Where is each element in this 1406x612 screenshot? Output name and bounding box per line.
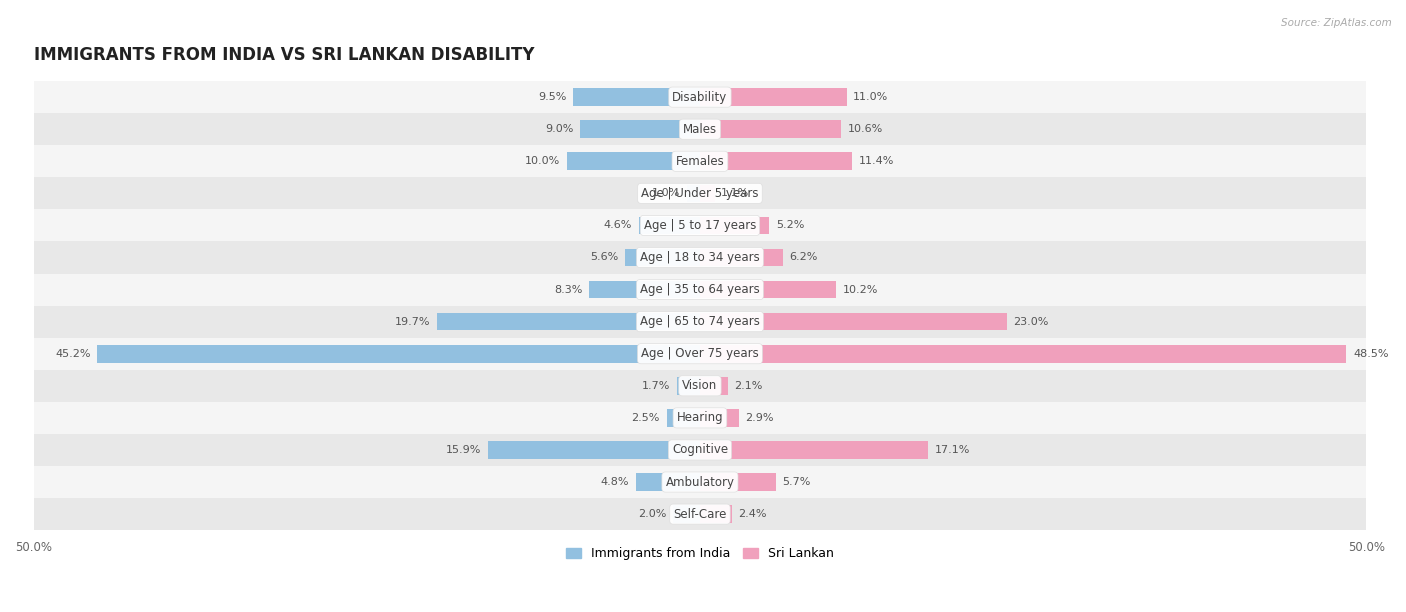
Text: Vision: Vision (682, 379, 717, 392)
Legend: Immigrants from India, Sri Lankan: Immigrants from India, Sri Lankan (561, 542, 839, 565)
Text: 2.4%: 2.4% (738, 509, 768, 519)
Text: 2.1%: 2.1% (734, 381, 763, 391)
Bar (34, 145, 1367, 177)
Bar (34, 242, 1367, 274)
Text: Age | 65 to 74 years: Age | 65 to 74 years (640, 315, 759, 328)
Bar (574, 88, 700, 106)
Bar (700, 281, 837, 299)
Text: 23.0%: 23.0% (1014, 316, 1049, 327)
Bar (567, 152, 700, 170)
Text: Self-Care: Self-Care (673, 507, 727, 521)
Bar (666, 409, 700, 427)
Bar (34, 498, 1367, 530)
Text: 6.2%: 6.2% (789, 253, 818, 263)
Text: Hearing: Hearing (676, 411, 723, 424)
Bar (700, 152, 852, 170)
Bar (34, 434, 1367, 466)
Text: 48.5%: 48.5% (1353, 349, 1389, 359)
Text: Age | Under 5 years: Age | Under 5 years (641, 187, 759, 200)
Text: 1.0%: 1.0% (652, 188, 681, 198)
Text: Age | Over 75 years: Age | Over 75 years (641, 347, 759, 360)
Text: 9.0%: 9.0% (546, 124, 574, 134)
Bar (700, 185, 714, 202)
Bar (34, 209, 1367, 242)
Text: Age | 18 to 34 years: Age | 18 to 34 years (640, 251, 759, 264)
Bar (34, 466, 1367, 498)
Bar (589, 281, 700, 299)
Text: Cognitive: Cognitive (672, 444, 728, 457)
Text: 2.5%: 2.5% (631, 413, 659, 423)
Text: 2.0%: 2.0% (638, 509, 666, 519)
Bar (626, 248, 700, 266)
Bar (700, 473, 776, 491)
Text: 11.4%: 11.4% (859, 156, 894, 166)
Text: IMMIGRANTS FROM INDIA VS SRI LANKAN DISABILITY: IMMIGRANTS FROM INDIA VS SRI LANKAN DISA… (34, 46, 534, 64)
Bar (638, 217, 700, 234)
Bar (34, 305, 1367, 338)
Text: 10.2%: 10.2% (842, 285, 877, 294)
Bar (678, 377, 700, 395)
Text: 4.8%: 4.8% (600, 477, 630, 487)
Text: Females: Females (675, 155, 724, 168)
Bar (700, 345, 1347, 362)
Bar (700, 409, 738, 427)
Text: 4.6%: 4.6% (603, 220, 631, 231)
Text: 10.6%: 10.6% (848, 124, 883, 134)
Bar (700, 377, 728, 395)
Text: Ambulatory: Ambulatory (665, 476, 734, 488)
Bar (700, 217, 769, 234)
Bar (581, 121, 700, 138)
Bar (700, 506, 733, 523)
Bar (34, 113, 1367, 145)
Bar (673, 506, 700, 523)
Text: 5.2%: 5.2% (776, 220, 804, 231)
Bar (700, 248, 783, 266)
Text: 10.0%: 10.0% (524, 156, 560, 166)
Text: Age | 5 to 17 years: Age | 5 to 17 years (644, 219, 756, 232)
Text: 11.0%: 11.0% (853, 92, 889, 102)
Text: 5.6%: 5.6% (591, 253, 619, 263)
Bar (34, 177, 1367, 209)
Bar (34, 338, 1367, 370)
Bar (636, 473, 700, 491)
Bar (97, 345, 700, 362)
Bar (34, 81, 1367, 113)
Text: Disability: Disability (672, 91, 727, 103)
Bar (34, 402, 1367, 434)
Bar (700, 88, 846, 106)
Text: 2.9%: 2.9% (745, 413, 773, 423)
Text: 8.3%: 8.3% (554, 285, 582, 294)
Text: 5.7%: 5.7% (783, 477, 811, 487)
Bar (34, 370, 1367, 402)
Bar (686, 185, 700, 202)
Text: 15.9%: 15.9% (446, 445, 481, 455)
Text: 17.1%: 17.1% (935, 445, 970, 455)
Bar (700, 313, 1007, 330)
Text: 1.1%: 1.1% (721, 188, 749, 198)
Text: 9.5%: 9.5% (538, 92, 567, 102)
Bar (488, 441, 700, 459)
Text: 1.7%: 1.7% (643, 381, 671, 391)
Bar (700, 441, 928, 459)
Bar (437, 313, 700, 330)
Text: Source: ZipAtlas.com: Source: ZipAtlas.com (1281, 18, 1392, 28)
Bar (700, 121, 841, 138)
Text: 19.7%: 19.7% (395, 316, 430, 327)
Text: Males: Males (683, 122, 717, 136)
Text: Age | 35 to 64 years: Age | 35 to 64 years (640, 283, 759, 296)
Bar (34, 274, 1367, 305)
Text: 45.2%: 45.2% (55, 349, 91, 359)
